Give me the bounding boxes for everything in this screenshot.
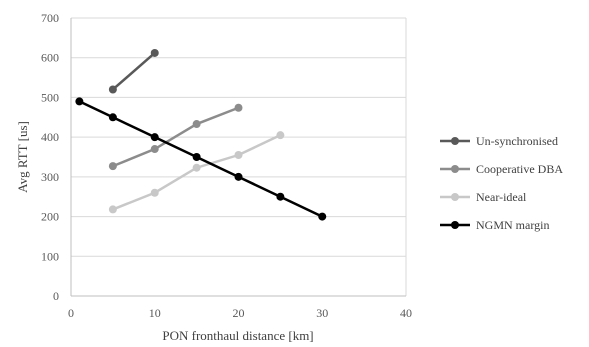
data-point <box>75 97 83 105</box>
data-point <box>235 173 243 181</box>
legend-marker <box>451 193 459 201</box>
legend-marker <box>451 165 459 173</box>
y-tick-label: 100 <box>41 249 59 263</box>
y-tick-label: 700 <box>41 11 59 25</box>
x-tick-label: 40 <box>400 306 412 320</box>
legend-item: Cooperative DBA <box>440 162 563 176</box>
legend-item: Near-ideal <box>440 190 527 204</box>
series-un-synchronised <box>109 49 159 94</box>
data-point <box>318 213 326 221</box>
legend-label: NGMN margin <box>476 218 549 232</box>
legend: Un-synchronised Cooperative DBA Near-ideal… <box>440 134 563 232</box>
series-ngmn-margin <box>75 97 326 220</box>
y-tick-label: 200 <box>41 210 59 224</box>
data-point <box>151 145 159 153</box>
data-point <box>151 189 159 197</box>
series-near-ideal <box>109 131 285 213</box>
y-tick-label: 500 <box>41 90 59 104</box>
data-point <box>151 133 159 141</box>
data-point <box>109 205 117 213</box>
data-point <box>276 193 284 201</box>
legend-marker <box>451 221 459 229</box>
data-point <box>276 131 284 139</box>
data-point <box>193 164 201 172</box>
y-tick-label: 0 <box>53 289 59 303</box>
legend-item: Un-synchronised <box>440 134 558 148</box>
y-axis-title: Avg RTT [us] <box>15 121 30 193</box>
legend-label: Cooperative DBA <box>476 162 563 176</box>
series-layer <box>75 49 326 221</box>
data-point <box>235 151 243 159</box>
legend-marker <box>451 137 459 145</box>
data-point <box>193 153 201 161</box>
y-tick-label: 600 <box>41 51 59 65</box>
series-line <box>113 135 281 209</box>
y-tick-label: 300 <box>41 170 59 184</box>
data-point <box>109 162 117 170</box>
x-tick-label: 10 <box>149 306 161 320</box>
x-tick-label: 0 <box>68 306 74 320</box>
legend-item: NGMN margin <box>440 218 549 232</box>
y-tick-label: 400 <box>41 130 59 144</box>
data-point <box>151 49 159 57</box>
data-point <box>109 113 117 121</box>
x-tick-label: 30 <box>316 306 328 320</box>
legend-label: Un-synchronised <box>476 134 558 148</box>
legend-label: Near-ideal <box>476 190 527 204</box>
x-axis-title: PON fronthaul distance [km] <box>162 328 313 343</box>
series-line <box>113 53 155 90</box>
x-tick-label: 20 <box>233 306 245 320</box>
data-point <box>193 120 201 128</box>
data-point <box>235 104 243 112</box>
data-point <box>109 85 117 93</box>
